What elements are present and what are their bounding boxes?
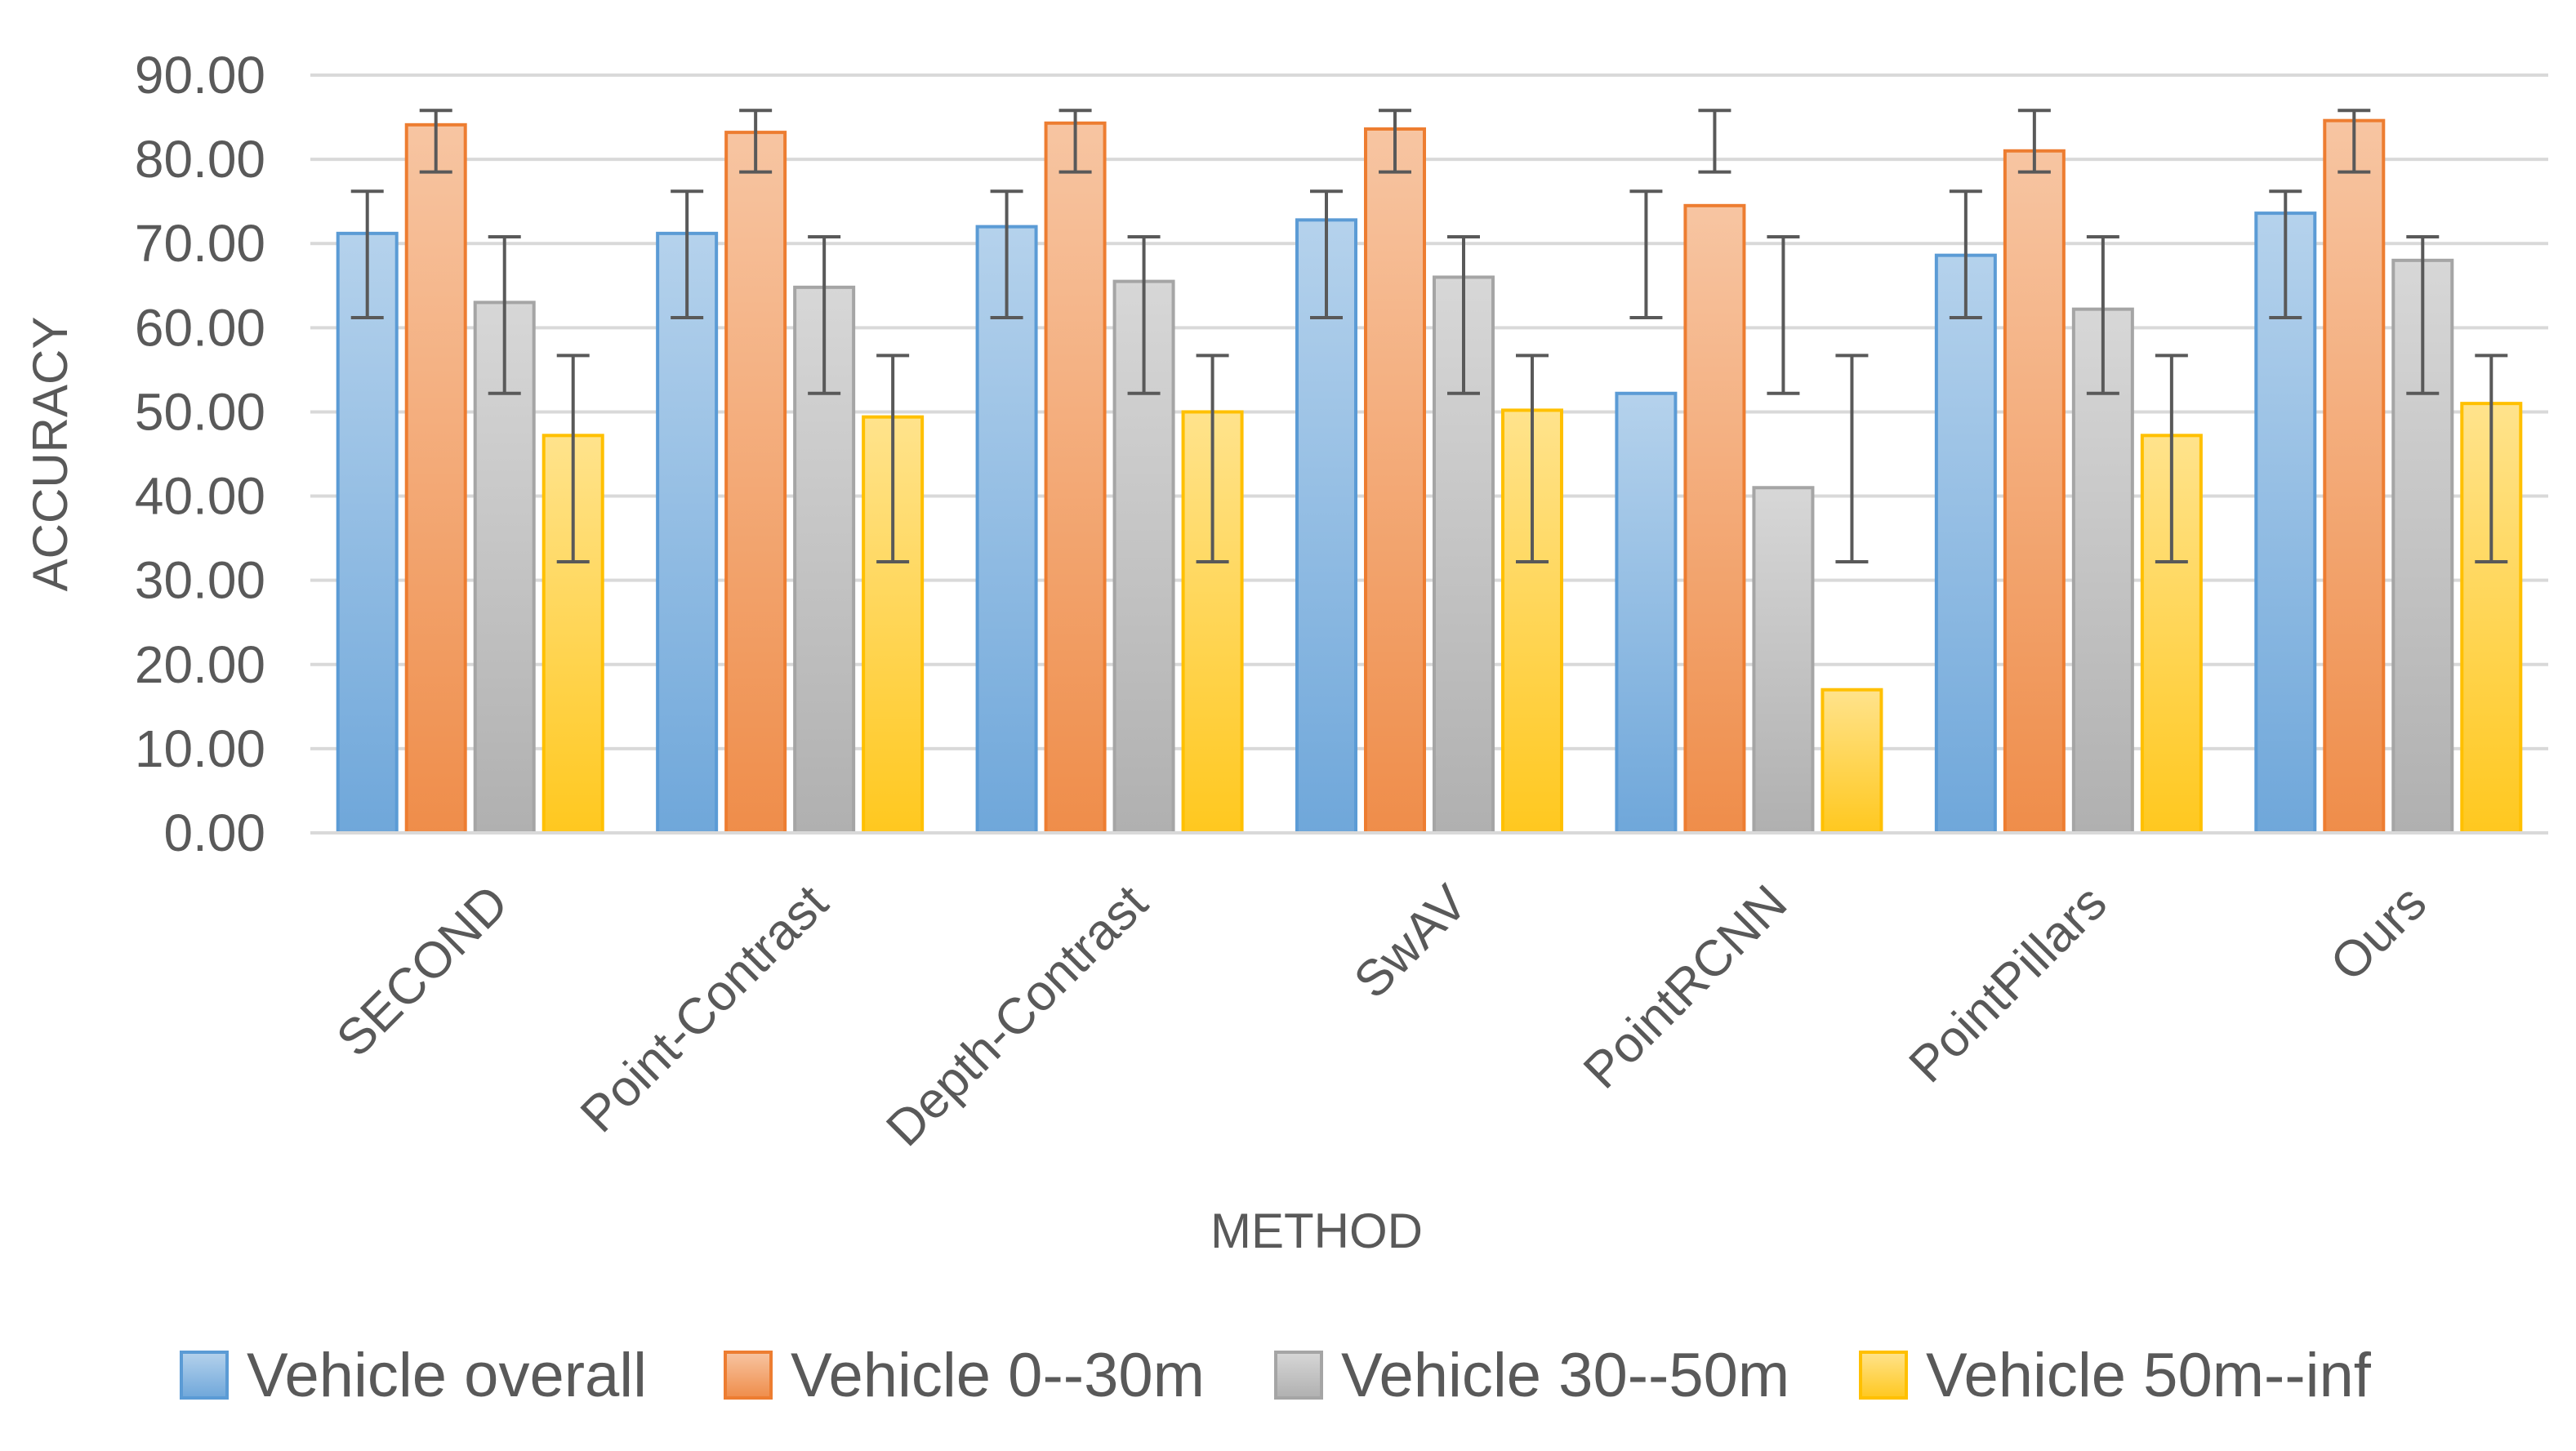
bar-vehicle-0-30m-pointrcnn (1683, 203, 1746, 835)
error-bar (2269, 189, 2302, 319)
legend-swatch (180, 1351, 229, 1400)
error-bar (876, 354, 910, 563)
error-bar (1698, 109, 1731, 174)
y-tick-label: 20.00 (135, 635, 265, 694)
legend-swatch (724, 1351, 773, 1400)
legend-swatch (1859, 1351, 1908, 1400)
legend-item: Vehicle overall (180, 1341, 647, 1410)
error-bars (350, 109, 2508, 563)
error-bar (1516, 354, 1549, 563)
bar-vehicle-50m-inf-pointpillars (2140, 434, 2203, 835)
y-axis-title: ACCURACY (23, 317, 78, 592)
error-bar (1127, 234, 1161, 395)
x-axis-categories: SECOND Point-Contrast Depth-Contrast SwAV Po… (326, 875, 2437, 1158)
legend-label: Vehicle 30--50m (1341, 1341, 1789, 1410)
legend-item: Vehicle 30--50m (1274, 1341, 1789, 1410)
error-bar (2406, 234, 2440, 395)
y-tick-label: 10.00 (135, 719, 265, 778)
bar-vehicle-0-30m-point-contrast (724, 131, 787, 835)
y-tick-label: 90.00 (135, 46, 265, 105)
legend-item: Vehicle 0--30m (724, 1341, 1205, 1410)
error-bar (2017, 109, 2051, 174)
x-tick-label: PointPillars (1899, 875, 2118, 1093)
y-tick-label: 0.00 (163, 803, 265, 862)
gridlines (310, 73, 2548, 750)
y-tick-label: 50.00 (135, 382, 265, 441)
bar-vehicle-overall-point-contrast (656, 231, 719, 835)
error-bar (1835, 354, 1869, 563)
error-bar (1767, 234, 1800, 395)
x-tick-label: SECOND (326, 875, 519, 1067)
error-bar (488, 234, 521, 395)
error-bar (556, 354, 590, 563)
legend-item: Vehicle 50m--inf (1859, 1341, 2372, 1410)
x-tick-label: Ours (2320, 875, 2437, 992)
x-tick-label: Point-Contrast (570, 875, 839, 1143)
error-bar (2338, 109, 2371, 174)
error-bar (1058, 109, 1092, 174)
error-bar (808, 234, 841, 395)
y-tick-label: 40.00 (135, 467, 265, 526)
error-bar (739, 109, 773, 174)
bar-vehicle-overall-pointrcnn (1615, 391, 1678, 835)
y-tick-label: 80.00 (135, 130, 265, 189)
bar-vehicle-0-30m-pointpillars (2003, 149, 2066, 835)
x-tick-label: SwAV (1344, 875, 1478, 1009)
legend-label: Vehicle 0--30m (791, 1341, 1205, 1410)
legend: Vehicle overall Vehicle 0--30m Vehicle 30-… (180, 1341, 2372, 1410)
error-bar (2086, 234, 2119, 395)
error-bar (1629, 189, 1663, 319)
y-tick-label: 60.00 (135, 298, 265, 357)
y-tick-label: 30.00 (135, 551, 265, 610)
bar-vehicle-0-30m-swav (1364, 127, 1426, 835)
legend-label: Vehicle 50m--inf (1926, 1341, 2372, 1410)
error-bar (419, 109, 452, 174)
bar-vehicle-overall-second (336, 231, 399, 835)
error-bar (671, 189, 704, 319)
legend-swatch (1274, 1351, 1323, 1400)
error-bar (990, 189, 1023, 319)
error-bar (1196, 354, 1229, 563)
error-bar (2155, 354, 2188, 563)
bar-vehicle-0-30m-depth-contrast (1044, 121, 1107, 835)
error-bar (1447, 234, 1480, 395)
bar-vehicle-overall-pointpillars (1934, 253, 1997, 835)
bar-vehicle-0-30m-second (404, 122, 467, 835)
error-bar (1379, 109, 1411, 174)
bar-vehicle-50m-inf-pointrcnn (1821, 688, 1883, 835)
bars (336, 118, 2523, 835)
error-bar (1310, 189, 1343, 319)
x-axis-title: METHOD (1210, 1204, 1423, 1258)
bar-vehicle-30-50m-pointrcnn (1752, 486, 1815, 835)
legend-label: Vehicle overall (247, 1341, 647, 1410)
error-bar (2475, 354, 2508, 563)
y-tick-label: 70.00 (135, 214, 265, 273)
bar-vehicle-0-30m-ours (2323, 118, 2386, 835)
x-tick-label: Depth-Contrast (876, 875, 1158, 1157)
x-tick-label: PointRCNN (1573, 875, 1798, 1099)
error-bar (1949, 189, 1982, 319)
bar-vehicle-overall-swav (1295, 218, 1357, 835)
error-bar (350, 189, 384, 319)
y-axis-ticks: 0.00 10.00 20.00 30.00 40.00 50.00 60.00 70.00 8… (135, 46, 265, 862)
